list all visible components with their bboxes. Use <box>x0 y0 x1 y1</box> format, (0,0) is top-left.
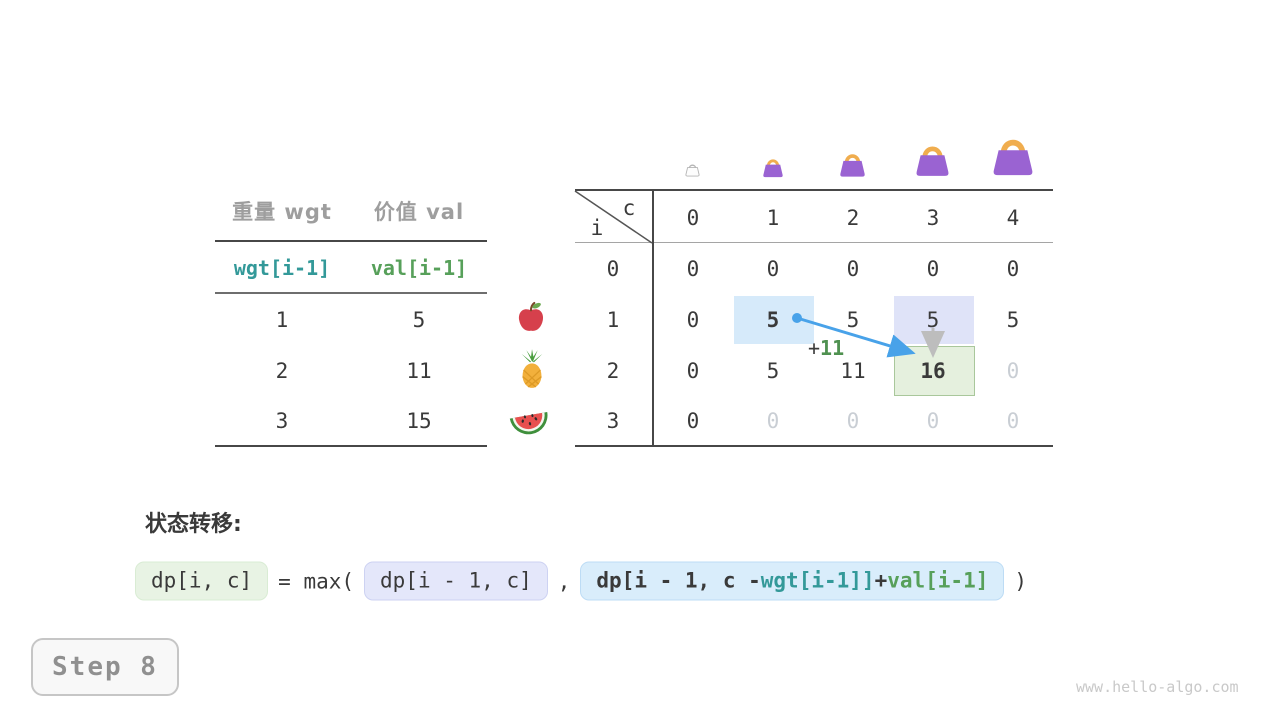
corner-row-var: i <box>590 216 604 240</box>
dp-rule-bottom <box>575 445 1053 447</box>
arg2-val-term: val[i-1] <box>887 568 989 593</box>
row-label-3: 3 <box>606 409 620 433</box>
dp-cell-1-2: 5 <box>846 308 860 332</box>
dp-cell-3-4: 0 <box>1006 409 1020 433</box>
item-value-1: 5 <box>412 308 426 332</box>
dp-rule-header <box>575 242 1053 243</box>
wgt-array-label: wgt[i-1] <box>233 256 331 280</box>
pineapple-icon <box>521 349 543 388</box>
add-value-annotation: +11 <box>808 336 844 360</box>
bag-capacity-2-icon <box>840 154 865 177</box>
dp-cell-0-1: 0 <box>766 257 780 281</box>
bag-capacity-1-icon <box>763 159 783 178</box>
plus-sign: + <box>808 336 821 360</box>
dp-cell-1-0: 0 <box>686 308 700 332</box>
dp-cell-1-4: 5 <box>1006 308 1020 332</box>
col-header-2: 2 <box>846 206 860 230</box>
corner-diagonal <box>574 190 653 244</box>
dp-cell-0-2: 0 <box>846 257 860 281</box>
step-badge: Step 8 <box>31 638 179 696</box>
item-table-header-weight: 重量 wgt <box>232 200 332 224</box>
formula-arg1-chip: dp[i - 1, c] <box>364 561 548 601</box>
transition-label: 状态转移: <box>145 512 242 537</box>
item-table-rule-mid <box>215 292 487 294</box>
watermelon-icon <box>509 411 548 435</box>
item-value-3: 15 <box>406 409 432 433</box>
arg2-plus: + <box>874 568 888 593</box>
dp-cell-3-1: 0 <box>766 409 780 433</box>
dp-rule-vertical <box>652 189 654 447</box>
bag-capacity-4-icon <box>993 139 1033 176</box>
formula-lhs-chip: dp[i, c] <box>135 561 269 601</box>
apple-icon <box>518 301 544 331</box>
formula-arg2-chip: dp[i - 1, c - wgt[i-1]] + val[i-1] <box>580 561 1005 601</box>
col-header-3: 3 <box>926 206 940 230</box>
val-array-label: val[i-1] <box>370 256 468 280</box>
formula-separator: , <box>557 569 571 593</box>
dp-cell-2-2: 11 <box>840 359 866 383</box>
dp-cell-3-2: 0 <box>846 409 860 433</box>
dp-cell-1-1: 5 <box>766 308 780 332</box>
col-header-0: 0 <box>686 206 700 230</box>
dp-cell-2-1: 5 <box>766 359 780 383</box>
arg2-prefix: dp[i - 1, c - <box>596 568 761 593</box>
item-value-2: 11 <box>406 359 432 383</box>
item-weight-2: 2 <box>275 359 289 383</box>
dp-cell-2-0: 0 <box>686 359 700 383</box>
transition-formula: dp[i, c] = max( dp[i - 1, c] , dp[i - 1,… <box>135 561 1028 601</box>
added-value: 11 <box>820 336 845 360</box>
dp-cell-0-3: 0 <box>926 257 940 281</box>
item-table-rule-top <box>215 240 487 242</box>
col-header-1: 1 <box>766 206 780 230</box>
dp-cell-0-4: 0 <box>1006 257 1020 281</box>
formula-operator: = max( <box>278 569 355 593</box>
dp-cell-1-3: 5 <box>926 308 940 332</box>
item-table-rule-bottom <box>215 445 487 447</box>
row-label-0: 0 <box>606 257 620 281</box>
dp-cell-3-3: 0 <box>926 409 940 433</box>
item-weight-3: 3 <box>275 409 289 433</box>
dp-cell-0-0: 0 <box>686 257 700 281</box>
dp-cell-2-3: 16 <box>920 359 946 383</box>
bag-capacity-3-icon <box>916 146 949 176</box>
row-label-1: 1 <box>606 308 620 332</box>
dp-cell-3-0: 0 <box>686 409 700 433</box>
item-table-header-value: 价值 val <box>373 200 465 224</box>
col-header-4: 4 <box>1006 206 1020 230</box>
watermark: www.hello-algo.com <box>1076 678 1239 696</box>
corner-col-var: c <box>622 196 636 220</box>
item-weight-1: 1 <box>275 308 289 332</box>
formula-closing: ) <box>1014 569 1028 593</box>
row-label-2: 2 <box>606 359 620 383</box>
dp-rule-top <box>575 189 1053 191</box>
dp-cell-2-4: 0 <box>1006 359 1020 383</box>
arg2-wgt-term: wgt[i-1]] <box>760 568 875 593</box>
bag-capacity-0-icon <box>685 164 700 177</box>
